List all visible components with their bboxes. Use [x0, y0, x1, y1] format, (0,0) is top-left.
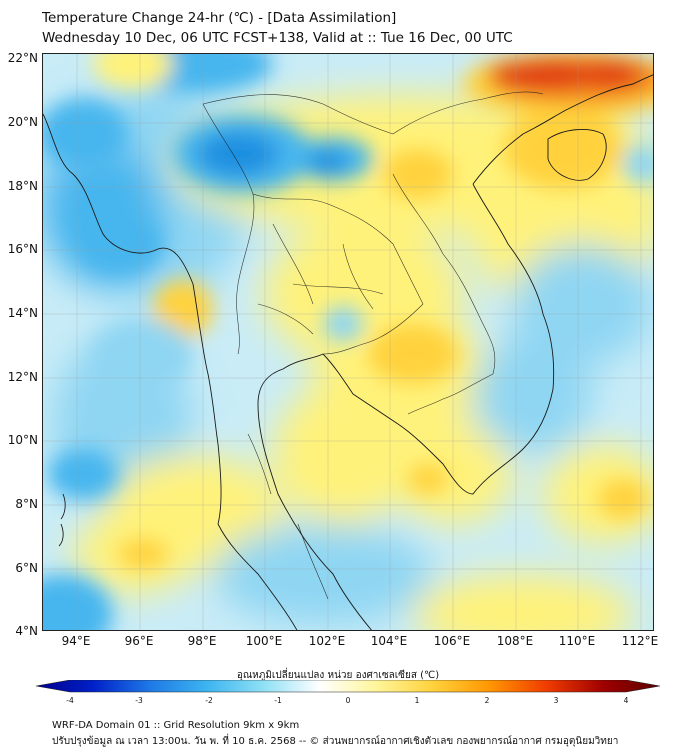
- lat-label-22n: 22°N: [7, 51, 38, 65]
- lon-label-98e: 98°E: [187, 634, 217, 648]
- colorbar-tick-minus4: -4: [66, 696, 74, 705]
- lon-label-104e: 104°E: [370, 634, 408, 648]
- colorbar-tick-0: 0: [345, 696, 351, 705]
- lat-label-4n: 4°N: [15, 624, 38, 638]
- coastlines: [43, 74, 653, 630]
- map-title: Temperature Change 24-hr (℃) - [Data Ass…: [42, 10, 397, 26]
- lon-label-96e: 96°E: [124, 634, 154, 648]
- lon-label-102e: 102°E: [308, 634, 346, 648]
- lat-label-6n: 6°N: [15, 561, 38, 575]
- lat-lon-grid: [43, 54, 653, 630]
- lat-label-10n: 10°N: [7, 433, 38, 447]
- lon-label-100e: 100°E: [245, 634, 283, 648]
- map-canvas: [43, 54, 653, 630]
- colorbar-tick-minus2: -2: [205, 696, 213, 705]
- lat-label-8n: 8°N: [15, 497, 38, 511]
- colorbar-label: อุณหภูมิเปลี่ยนแปลง หน่วย องศาเซลเซียส (…: [236, 670, 440, 681]
- lon-label-108e: 108°E: [496, 634, 534, 648]
- footer-credit: ปรับปรุงข้อมูล ณ เวลา 13:00น. วัน พ. ที่…: [52, 736, 619, 747]
- colorbar-tick-minus3: -3: [135, 696, 143, 705]
- lat-label-12n: 12°N: [7, 370, 38, 384]
- colorbar-tick-3: 3: [553, 696, 559, 705]
- lat-label-18n: 18°N: [7, 179, 38, 193]
- footer-model-info: WRF-DA Domain 01 :: Grid Resolution 9km …: [52, 720, 300, 731]
- colorbar-tick-minus1: -1: [274, 696, 282, 705]
- country-borders: [202, 91, 544, 600]
- colorbar: [36, 680, 660, 693]
- temperature-map: [42, 53, 654, 631]
- lon-label-110e: 110°E: [558, 634, 596, 648]
- temperature-field-detail: [43, 54, 653, 630]
- lat-label-16n: 16°N: [7, 242, 38, 256]
- lon-label-112e: 112°E: [621, 634, 659, 648]
- colorbar-tick-1: 1: [414, 696, 420, 705]
- lon-label-106e: 106°E: [433, 634, 471, 648]
- colorbar-gradient: [36, 680, 660, 693]
- colorbar-tick-2: 2: [484, 696, 490, 705]
- lat-label-14n: 14°N: [7, 306, 38, 320]
- lon-label-94e: 94°E: [61, 634, 91, 648]
- map-subtitle: Wednesday 10 Dec, 06 UTC FCST+138, Valid…: [42, 30, 513, 46]
- lat-label-20n: 20°N: [7, 115, 38, 129]
- colorbar-tick-4: 4: [623, 696, 629, 705]
